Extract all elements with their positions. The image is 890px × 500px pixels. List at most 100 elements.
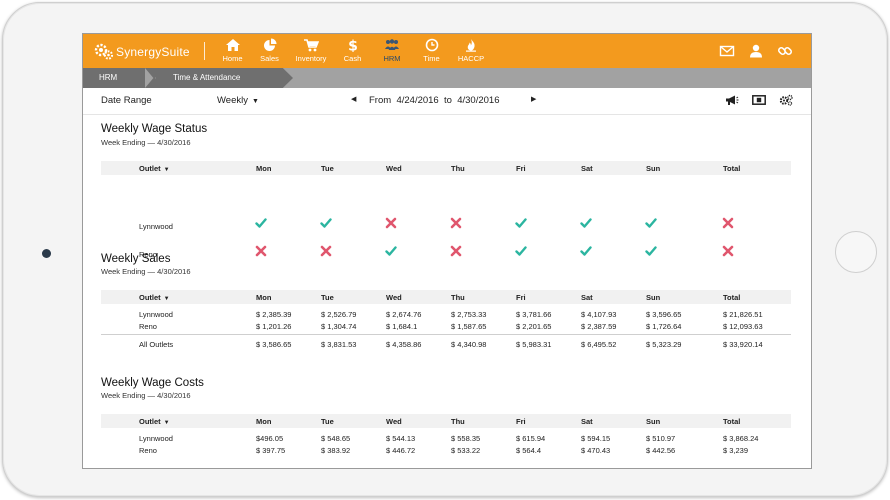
cell-value: $ 2,753.33 — [451, 310, 487, 319]
megaphone-icon[interactable] — [725, 94, 739, 106]
to-label: to — [444, 95, 452, 106]
check-icon — [645, 245, 657, 257]
cell-value: $ 2,526.79 — [321, 310, 357, 319]
cart-icon — [304, 39, 319, 52]
breadcrumb-time-attendance[interactable]: Time & Attendance — [147, 68, 293, 88]
nav-time-label: Time — [423, 54, 440, 63]
cell-value: $ 548.65 — [321, 434, 351, 443]
cell-value: $ 6,495.52 — [581, 340, 617, 349]
nav-home-label: Home — [222, 54, 243, 63]
nav-inventory[interactable]: Inventory — [289, 34, 333, 68]
column-header-thu: Thu — [451, 417, 465, 426]
column-header-wed: Wed — [386, 164, 402, 173]
nav-inventory-label: Inventory — [295, 54, 327, 63]
cell-value: $ 4,340.98 — [451, 340, 487, 349]
column-header-sat: Sat — [581, 164, 593, 173]
brand-logo[interactable]: SynergySuite — [93, 41, 190, 63]
svg-text:$: $ — [348, 39, 358, 53]
nav-sales-label: Sales — [260, 54, 279, 63]
cell-value: $ 1,201.26 — [256, 322, 292, 331]
home-icon — [225, 39, 240, 51]
breadcrumb-separator — [145, 68, 154, 88]
cell-value: $ 2,201.65 — [516, 322, 552, 331]
tablet-home-button — [835, 231, 877, 273]
nav-sales[interactable]: Sales — [252, 34, 287, 68]
nav-cash[interactable]: $ Cash — [335, 34, 370, 68]
brand-name: SynergySuite — [116, 45, 190, 59]
caret-down-icon: ▼ — [163, 420, 170, 426]
next-week-button[interactable]: ▶ — [531, 96, 537, 103]
column-header-mon: Mon — [256, 293, 272, 302]
column-header-wed: Wed — [386, 417, 402, 426]
dollar-icon: $ — [348, 39, 358, 53]
period-select[interactable]: Weekly ▼ — [217, 95, 259, 106]
cell-value: $496.05 — [256, 434, 284, 443]
column-header-wed: Wed — [386, 293, 402, 302]
cell-value: $ 470.43 — [581, 446, 611, 455]
wage-status-subtitle: Week Ending — 4/30/2016 — [101, 138, 191, 147]
cell-value: $ 442.56 — [646, 446, 676, 455]
header-actions — [719, 43, 793, 59]
nav-cash-label: Cash — [343, 54, 362, 63]
mail-icon[interactable] — [719, 43, 735, 59]
cell-value: $ 1,587.65 — [451, 322, 487, 331]
cell-value: $ 594.15 — [581, 434, 611, 443]
cell-value: $ 33,920.14 — [723, 340, 763, 349]
outlet-column-header[interactable]: Outlet ▼ — [139, 417, 170, 426]
cell-value: $ 558.35 — [451, 434, 481, 443]
cell-value: $ 446.72 — [386, 446, 416, 455]
check-icon — [255, 217, 267, 229]
link-icon[interactable] — [777, 43, 793, 59]
cell-value: $ 4,358.86 — [386, 340, 422, 349]
cell-value: $ 383.92 — [321, 446, 351, 455]
cell-value: $ 3,781.66 — [516, 310, 552, 319]
cross-icon — [320, 245, 332, 257]
breadcrumb-hrm[interactable]: HRM — [83, 68, 155, 88]
table-row: Reno — [101, 247, 791, 259]
column-header-sun: Sun — [646, 417, 661, 426]
outlet-name: Lynnwood — [139, 222, 173, 231]
nav-time[interactable]: Time — [414, 34, 449, 68]
outlet-name: Reno — [139, 250, 157, 259]
column-header-thu: Thu — [451, 293, 465, 302]
user-icon[interactable] — [748, 43, 764, 59]
caret-down-icon: ▼ — [163, 167, 170, 173]
wage-status-header: Outlet ▼ Mon Tue Wed Thu Fri Sat Sun Total — [101, 161, 791, 175]
app-screen: SynergySuite Home Sales Inventory $ Cash — [82, 33, 812, 469]
to-date: 4/30/2016 — [457, 95, 500, 106]
column-header-fri: Fri — [516, 164, 526, 173]
prev-week-button[interactable]: ◀ — [351, 96, 357, 103]
settings-icon[interactable] — [779, 94, 793, 106]
wage-costs-title: Weekly Wage Costs — [101, 377, 204, 389]
cell-value: $ 1,304.74 — [321, 322, 357, 331]
clock-icon — [425, 38, 438, 52]
outlet-column-header[interactable]: Outlet ▼ — [139, 164, 170, 173]
cell-value: $ 21,826.51 — [723, 310, 763, 319]
from-date: 4/24/2016 — [396, 95, 439, 106]
cell-value: $ 397.75 — [256, 446, 286, 455]
check-icon — [515, 217, 527, 229]
nav-haccp[interactable]: HACCP — [451, 34, 491, 68]
cross-icon — [722, 245, 734, 257]
outlet-column-header[interactable]: Outlet ▼ — [139, 293, 170, 302]
cell-value: $ 3,596.65 — [646, 310, 682, 319]
people-icon — [385, 39, 399, 50]
column-header-tue: Tue — [321, 164, 334, 173]
outlet-name: All Outlets — [139, 340, 174, 349]
column-header-mon: Mon — [256, 164, 272, 173]
outlet-name: Lynnwood — [139, 434, 173, 443]
sales-title: Weekly Sales — [101, 253, 171, 265]
cross-icon — [255, 245, 267, 257]
total-divider — [101, 334, 791, 335]
nav-hrm[interactable]: HRM — [372, 34, 412, 68]
sales-subtitle: Week Ending — 4/30/2016 — [101, 267, 191, 276]
outlet-name: Lynnwood — [139, 310, 173, 319]
nav-haccp-label: HACCP — [457, 54, 485, 63]
column-header-total: Total — [723, 293, 741, 302]
date-range-label: Date Range — [101, 95, 152, 106]
check-icon — [320, 217, 332, 229]
main-nav: Home Sales Inventory $ Cash HRM Time — [215, 34, 493, 68]
money-icon[interactable] — [752, 94, 766, 106]
nav-home[interactable]: Home — [215, 34, 250, 68]
caret-down-icon: ▼ — [163, 296, 170, 302]
